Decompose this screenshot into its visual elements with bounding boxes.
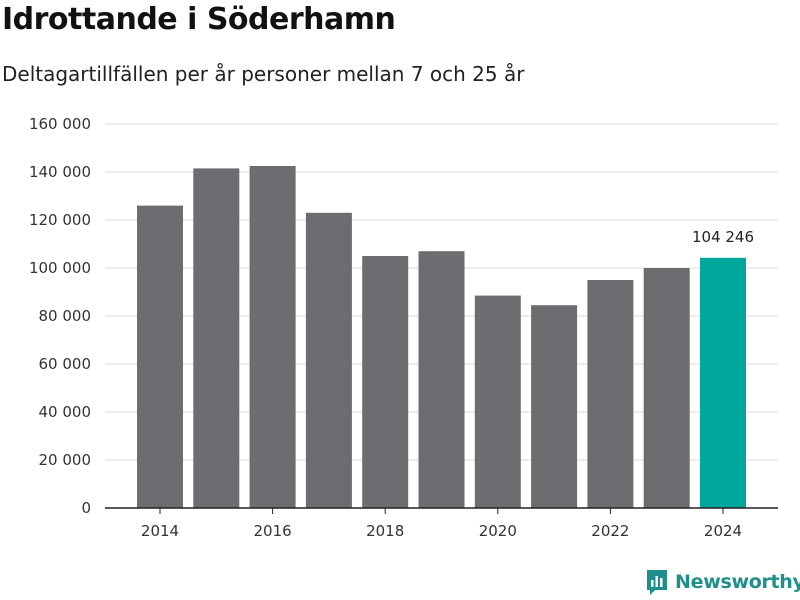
x-tick-label: 2022 (591, 522, 629, 540)
y-tick-label: 80 000 (39, 307, 92, 325)
data-label: 104 246 (692, 228, 754, 246)
y-tick-label: 40 000 (39, 403, 92, 421)
y-tick-label: 0 (81, 499, 91, 517)
y-tick-label: 140 000 (29, 163, 91, 181)
y-tick-label: 120 000 (29, 211, 91, 229)
bar-2022 (587, 280, 634, 508)
bar-2023 (643, 268, 690, 508)
y-tick-label: 60 000 (39, 355, 92, 373)
x-tick-label: 2016 (254, 522, 292, 540)
newsworthy-icon (647, 570, 667, 595)
y-tick-label: 100 000 (29, 259, 91, 277)
x-tick-label: 2020 (479, 522, 517, 540)
chart-subtitle: Deltagartillfällen per år personer mella… (2, 62, 525, 86)
bar-2017 (305, 212, 352, 509)
bar-2024 (700, 257, 746, 508)
brand-name: Newsworthy (675, 571, 800, 593)
y-tick-label: 160 000 (29, 115, 91, 133)
x-tick-label: 2024 (704, 522, 742, 540)
y-tick-label: 20 000 (39, 451, 92, 469)
brand-logo: Newsworthy (645, 568, 800, 596)
bar-2016 (249, 166, 296, 508)
bar-2021 (531, 305, 578, 508)
bar-2014 (137, 205, 183, 508)
x-tick-label: 2014 (141, 522, 179, 540)
chart-title: Idrottande i Söderhamn (2, 2, 396, 37)
bar-2015 (193, 168, 240, 508)
bar-2020 (474, 295, 521, 508)
x-tick-label: 2018 (366, 522, 404, 540)
bar-2018 (362, 256, 409, 508)
bar-2019 (418, 251, 465, 508)
